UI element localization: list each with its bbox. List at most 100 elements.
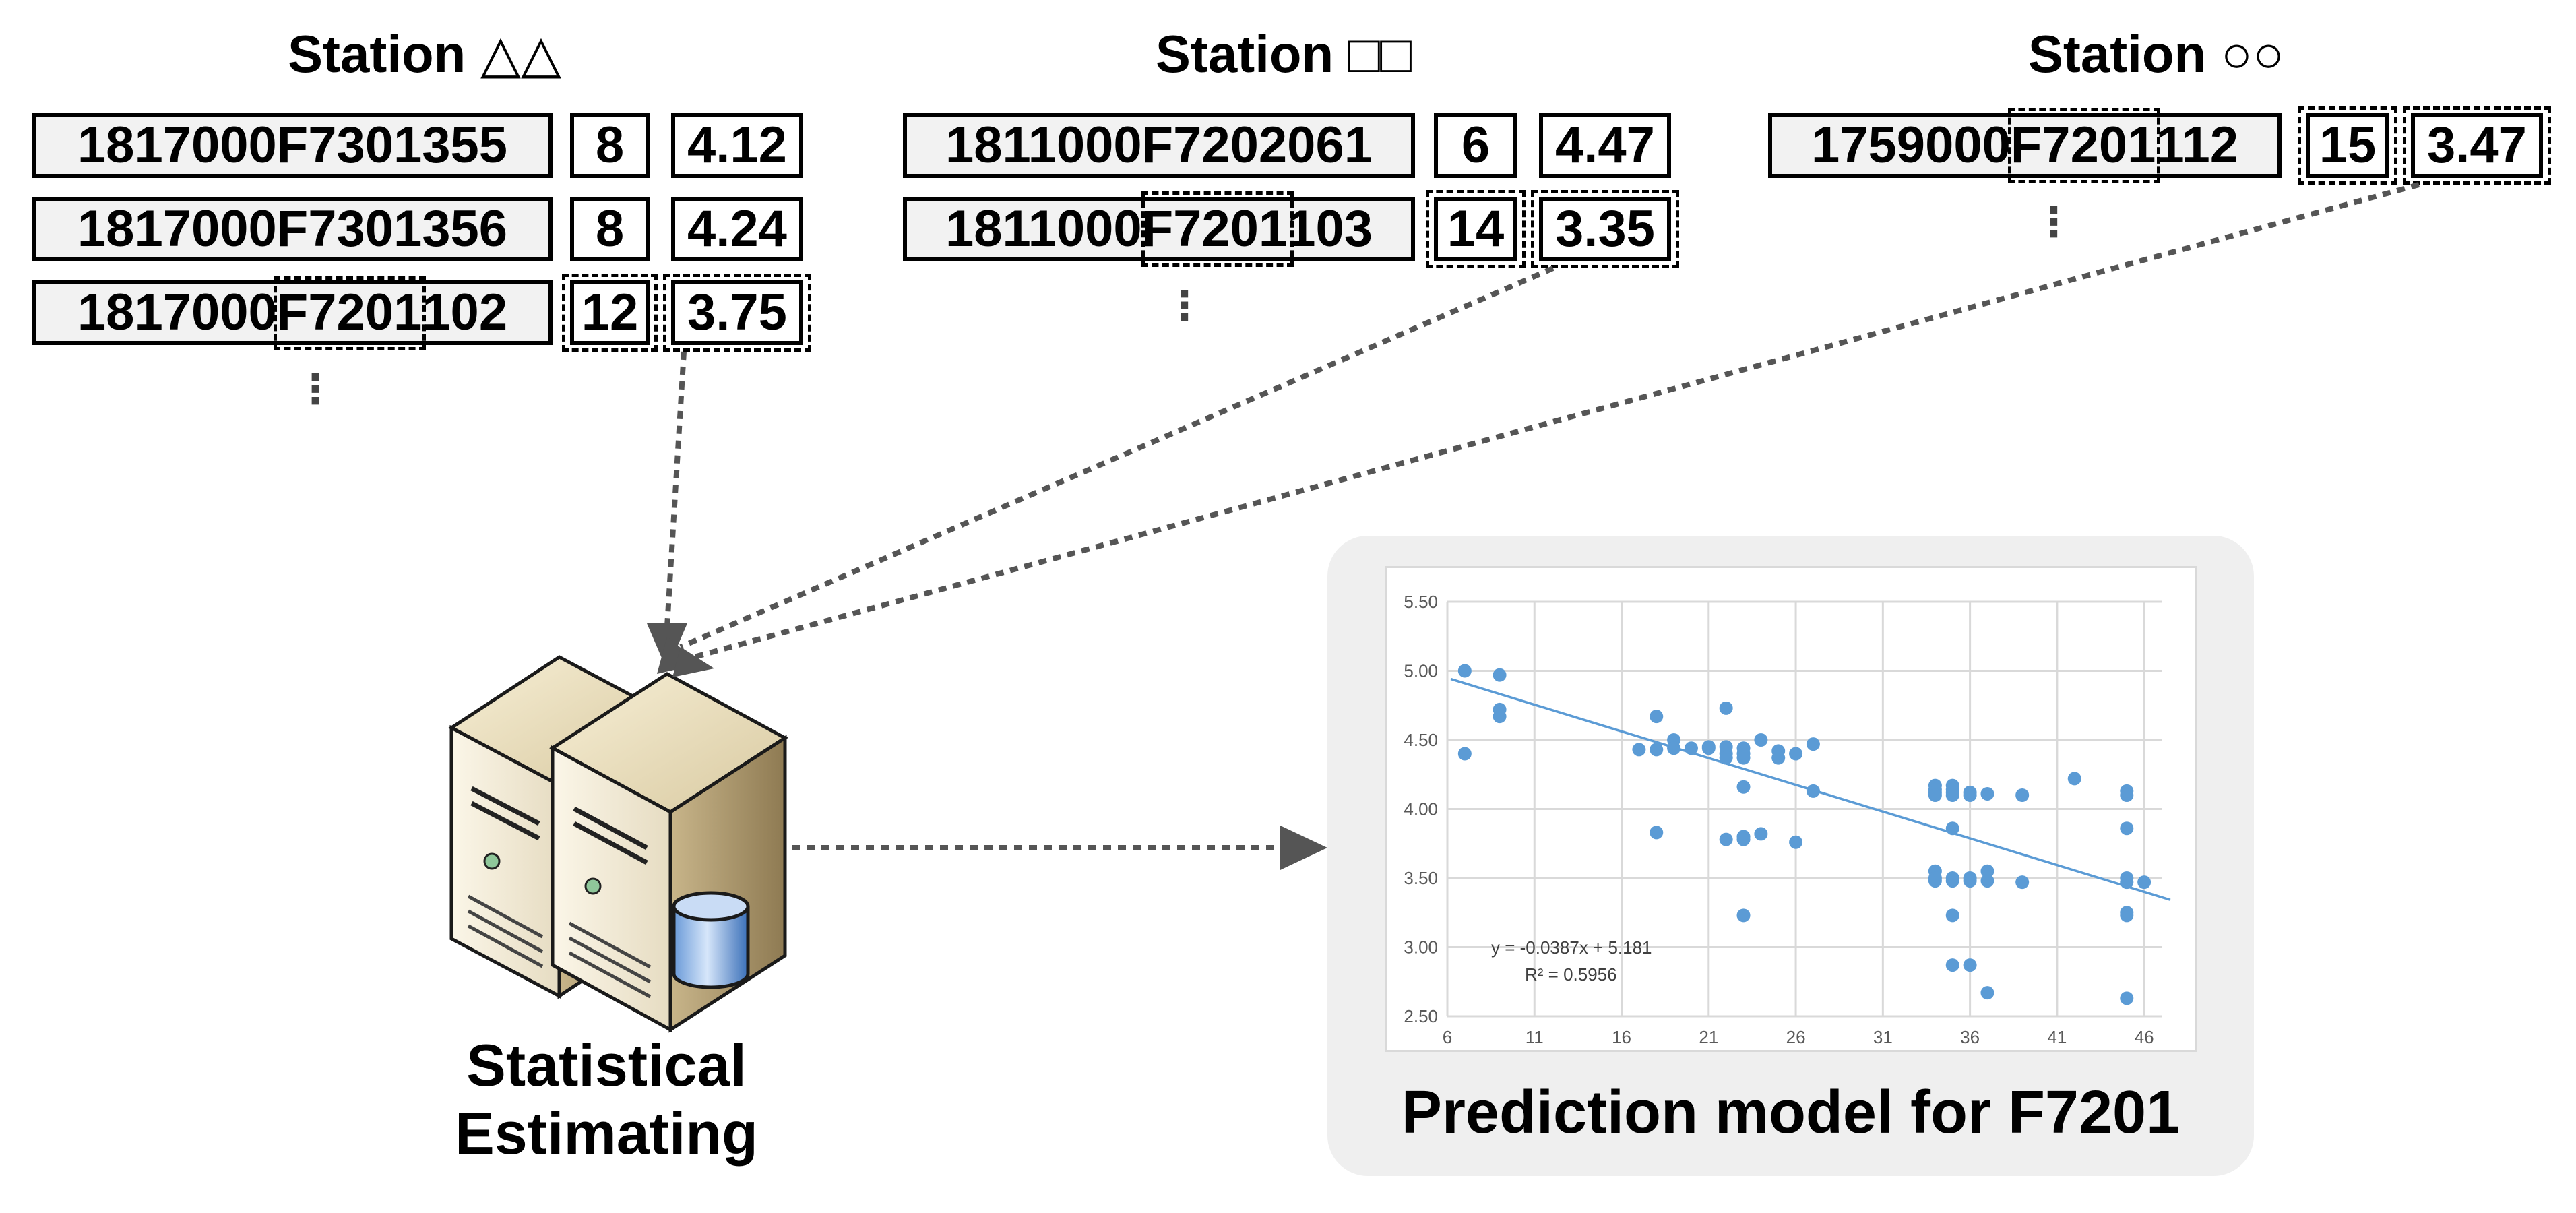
record-value: 3.47 (2411, 113, 2543, 178)
data-point (2120, 991, 2134, 1005)
data-point (1980, 874, 1994, 888)
data-point (1806, 784, 1820, 798)
code-f7201: F7201 (2010, 117, 2156, 174)
y-tick-label: 4.50 (1404, 730, 1438, 750)
data-point (1963, 874, 1977, 888)
record-count: 8 (570, 197, 650, 261)
code-f7201: F7201 (276, 284, 422, 341)
count-highlight (562, 274, 658, 352)
data-point (1650, 743, 1664, 757)
data-point (1736, 908, 1751, 923)
y-tick-label: 2.50 (1404, 1006, 1438, 1026)
record-code: 1817000F7301356 (32, 197, 553, 261)
record-code-highlighted: 1759000 F7201 112 (1768, 113, 2282, 178)
record-count: 8 (570, 113, 650, 178)
record-value: 4.12 (671, 113, 803, 178)
data-point (1493, 710, 1507, 724)
scatter-chart: 2.50 3.00 3.50 4.00 4.50 5.00 5.50 6 11 16 21 26 31 3… (1404, 592, 2171, 1047)
x-tick-label: 36 (1960, 1027, 1980, 1047)
data-point (1719, 701, 1733, 715)
ellipsis: ⋮ (1164, 283, 1205, 328)
data-point (1963, 958, 1977, 972)
data-point (2120, 875, 2134, 890)
data-point (1736, 780, 1751, 794)
code-f7201: F7201 (1141, 200, 1288, 257)
record-count: 15 (2306, 113, 2389, 178)
data-point (2015, 788, 2030, 802)
data-point (1493, 668, 1507, 682)
data-point (1754, 733, 1768, 747)
data-point (1963, 788, 1977, 802)
trendline-equation: y = -0.0387x + 5.181 (1491, 937, 1652, 958)
record-value: 3.75 (671, 280, 803, 345)
data-point (1945, 908, 1959, 923)
data-point (1719, 832, 1733, 846)
data-point (2067, 772, 2081, 786)
count-highlight (1426, 190, 1526, 268)
r-squared-label: R² = 0.5956 (1525, 964, 1617, 985)
data-point (1928, 788, 1942, 802)
database-icon (672, 891, 750, 989)
record-count: 6 (1434, 113, 1517, 178)
y-tick-label: 5.00 (1404, 661, 1438, 681)
data-point (1789, 835, 1803, 849)
code-prefix: 1817000 (77, 284, 277, 341)
f7201-highlight (1141, 191, 1294, 267)
data-point (1684, 741, 1698, 755)
data-point (1980, 786, 1994, 801)
data-point (1945, 788, 1959, 802)
y-tick-label: 3.50 (1404, 868, 1438, 888)
data-point (2120, 788, 2134, 802)
x-tick-label: 31 (1873, 1027, 1893, 1047)
data-point (1736, 832, 1751, 846)
record-count: 12 (570, 280, 650, 345)
arrowhead (1280, 826, 1327, 870)
data-point (1457, 664, 1472, 678)
y-tick-label: 4.00 (1404, 799, 1438, 819)
data-point (1632, 743, 1646, 757)
data-point (1650, 826, 1664, 840)
record-code: 1811000F7202061 (903, 113, 1415, 178)
server-caption-line1: Statistical (466, 1032, 747, 1098)
count-highlight (2298, 106, 2397, 185)
station-2-title: Station □□ (1155, 24, 1412, 84)
data-point (1945, 874, 1959, 888)
x-tick-label: 11 (1526, 1027, 1544, 1047)
data-point (1980, 864, 1994, 878)
arrowhead (672, 647, 714, 677)
data-point (1667, 741, 1681, 755)
data-point (1806, 737, 1820, 751)
x-tick-label: 46 (2135, 1027, 2154, 1047)
f7201-highlight (2008, 108, 2160, 183)
ellipsis: ⋮ (295, 367, 336, 412)
record-code-highlighted: 1817000 F7201 102 (32, 280, 553, 345)
code-suffix: 103 (1287, 200, 1373, 257)
record-value: 4.24 (671, 197, 803, 261)
data-point (1945, 821, 1959, 836)
y-tick-label: 5.50 (1404, 592, 1438, 612)
x-tick-label: 26 (1786, 1027, 1806, 1047)
data-point (2120, 908, 2134, 923)
value-highlight (2403, 106, 2551, 185)
code-suffix: 102 (422, 284, 508, 341)
station-3-title: Station ○○ (2028, 24, 2285, 84)
x-tick-label: 41 (2047, 1027, 2067, 1047)
arrow-from-station-1 (664, 351, 687, 627)
x-tick-label: 6 (1443, 1027, 1452, 1047)
scatter-chart-frame: 2.50 3.00 3.50 4.00 4.50 5.00 5.50 6 11 16 21 26 31 3… (1385, 566, 2197, 1052)
data-point (2120, 821, 2134, 836)
ellipsis: ⋮ (2034, 199, 2074, 245)
data-point (1457, 747, 1472, 761)
value-highlight (1531, 190, 1679, 268)
server-caption-line2: Estimating (455, 1100, 758, 1167)
f7201-highlight (274, 276, 426, 350)
data-point (1736, 751, 1751, 765)
record-code: 1817000F7301355 (32, 113, 553, 178)
model-caption: Prediction model for F7201 (1401, 1079, 2180, 1146)
data-point (2015, 875, 2030, 890)
arrow-from-station-3 (693, 182, 2420, 660)
x-tick-label: 16 (1612, 1027, 1631, 1047)
data-point (1650, 710, 1664, 724)
